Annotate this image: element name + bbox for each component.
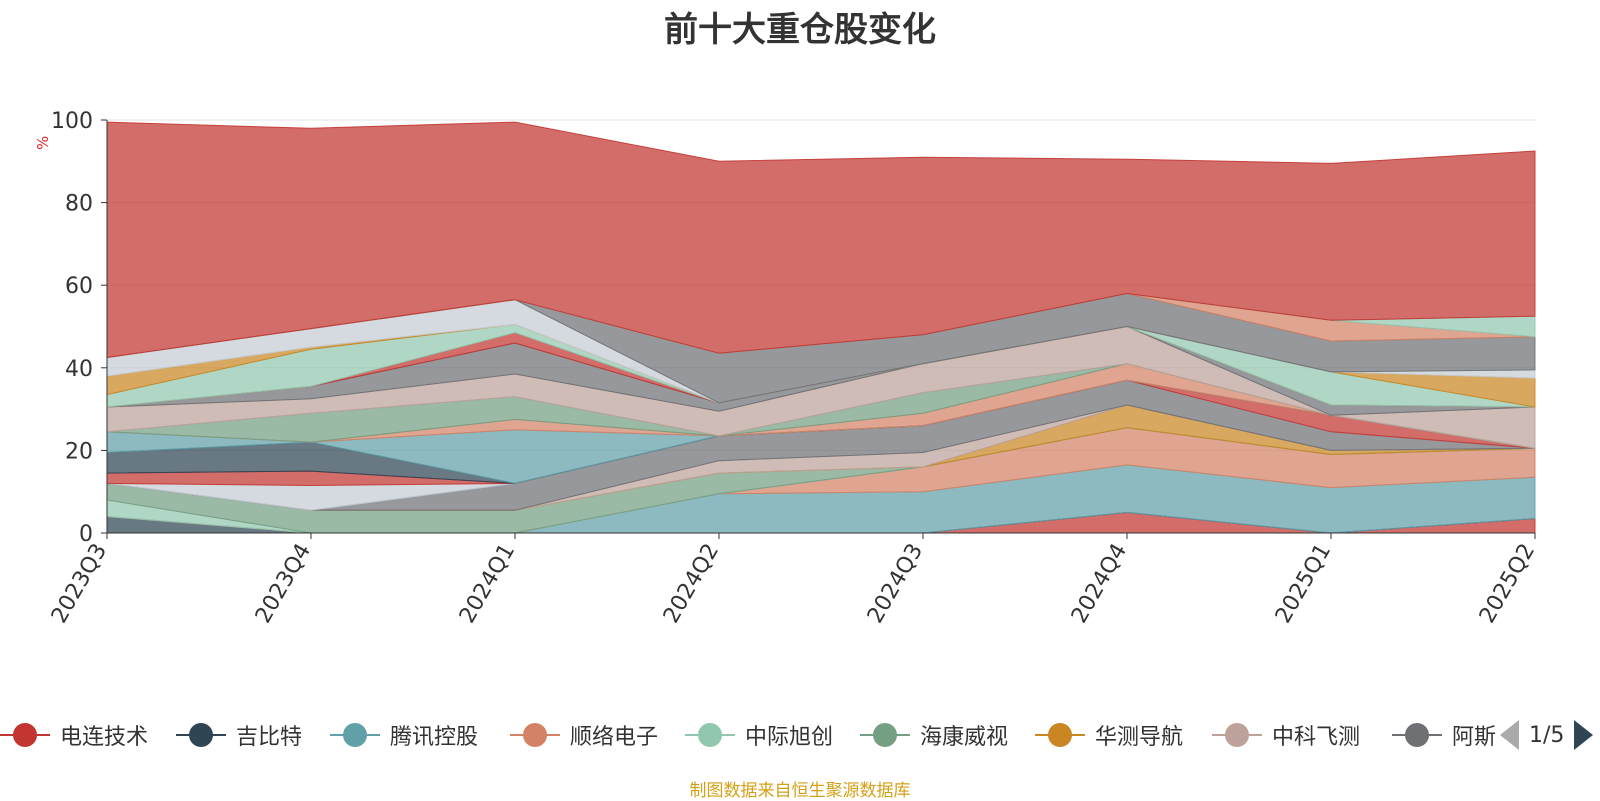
legend: 电连技术 吉比特 腾讯控股 顺络电子 中际旭创 海康威视 华测导航 中科飞测 阿斯 (0, 718, 1500, 752)
x-tick-label: 2024Q3 (863, 540, 928, 628)
legend-item[interactable]: 吉比特 (176, 718, 302, 752)
y-tick-label: 20 (65, 439, 93, 464)
x-tick-label: 2025Q2 (1475, 540, 1540, 628)
legend-label: 海康威视 (920, 725, 1009, 750)
legend-item[interactable]: 顺络电子 (510, 718, 658, 752)
legend-marker-icon (1392, 723, 1442, 747)
legend-item[interactable]: 海康威视 (860, 718, 1008, 752)
x-tick-label: 2023Q3 (47, 540, 112, 628)
legend-marker-icon (176, 723, 226, 747)
legend-page-indicator: 1/5 (1529, 722, 1565, 748)
y-tick-label: 0 (79, 522, 93, 547)
legend-label: 华测导航 (1095, 725, 1184, 750)
legend-marker-icon (510, 723, 560, 747)
legend-marker-icon (0, 723, 50, 747)
legend-marker-icon (1035, 723, 1085, 747)
y-tick-label: 40 (65, 357, 93, 382)
legend-marker-icon (1212, 723, 1262, 747)
legend-marker-icon (685, 723, 735, 747)
legend-label: 中科飞测 (1272, 725, 1361, 750)
legend-label: 电连技术 (60, 725, 149, 750)
x-tick-label: 2024Q1 (455, 540, 520, 628)
data-source-note: 制图数据来自恒生聚源数据库 (689, 781, 911, 801)
legend-label: 中际旭创 (745, 725, 834, 750)
x-tick-label: 2023Q4 (251, 540, 316, 628)
legend-item[interactable]: 中科飞测 (1212, 718, 1360, 752)
legend-marker-icon (860, 723, 910, 747)
x-tick-label: 2024Q4 (1067, 540, 1132, 628)
x-tick-label: 2025Q1 (1271, 540, 1336, 628)
legend-label: 吉比特 (236, 725, 303, 750)
legend-item[interactable]: 阿斯 (1392, 718, 1496, 752)
x-tick-label: 2024Q2 (659, 540, 724, 628)
legend-item[interactable]: 腾讯控股 (330, 718, 478, 752)
next-page-icon[interactable] (1574, 720, 1594, 750)
legend-item[interactable]: 电连技术 (0, 718, 148, 752)
legend-marker-icon (330, 723, 380, 747)
y-tick-label: 60 (65, 274, 93, 299)
chart-title: 前十大重仓股变化 (664, 10, 936, 50)
y-tick-label: 80 (65, 192, 93, 217)
prev-page-icon[interactable] (1500, 720, 1519, 750)
stacked-areas (106, 121, 1536, 534)
legend-label: 阿斯 (1452, 725, 1497, 750)
legend-pager: 1/5 (1500, 718, 1600, 752)
y-axis-unit: % (34, 135, 52, 150)
legend-item[interactable]: 华测导航 (1035, 718, 1183, 752)
legend-item[interactable]: 中际旭创 (685, 718, 833, 752)
legend-label: 腾讯控股 (390, 725, 479, 750)
y-tick-label: 100 (51, 109, 93, 134)
legend-label: 顺络电子 (570, 725, 659, 750)
area-series (106, 121, 1536, 359)
